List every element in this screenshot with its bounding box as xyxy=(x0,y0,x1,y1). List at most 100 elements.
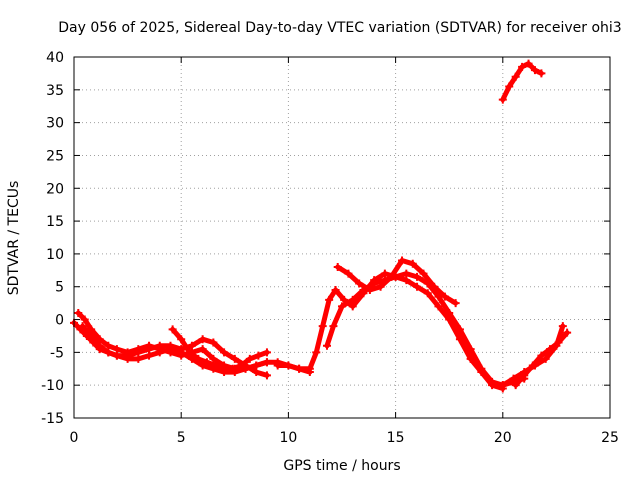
data-point xyxy=(563,328,572,337)
data-point xyxy=(398,256,407,265)
y-tick-label: -10 xyxy=(41,378,64,394)
x-axis-label: GPS time / hours xyxy=(283,458,400,474)
data-point xyxy=(211,361,220,370)
data-point xyxy=(434,302,443,311)
data-point xyxy=(355,279,364,288)
data-point xyxy=(402,269,411,278)
data-point xyxy=(284,361,293,370)
series-trace-5 xyxy=(273,269,507,393)
x-tick-labels: 0 5 10 15 20 25 xyxy=(70,430,619,446)
data-point xyxy=(331,286,340,295)
series-line xyxy=(324,271,527,388)
series-line xyxy=(275,271,506,391)
data-point xyxy=(338,302,346,311)
data-point xyxy=(518,62,527,71)
data-point xyxy=(295,364,304,373)
data-point xyxy=(134,354,143,363)
series-trace-6 xyxy=(322,269,529,390)
tick-marks xyxy=(73,56,611,419)
data-point xyxy=(325,295,334,304)
data-point xyxy=(87,331,96,340)
data-point xyxy=(445,308,454,317)
data-point xyxy=(209,338,218,347)
data-point xyxy=(312,348,321,357)
data-point xyxy=(505,82,514,91)
data-point xyxy=(74,308,83,317)
data-point xyxy=(78,322,87,331)
data-point xyxy=(329,322,338,331)
data-point xyxy=(545,345,554,354)
y-tick-label: -5 xyxy=(50,345,64,361)
data-point xyxy=(220,364,229,373)
y-tick-label: -15 xyxy=(41,411,64,427)
data-point xyxy=(530,66,539,75)
data-point xyxy=(498,95,507,104)
data-point xyxy=(177,348,186,357)
data-point xyxy=(541,354,550,363)
data-point xyxy=(520,371,529,380)
data-point xyxy=(254,351,263,360)
data-point xyxy=(305,364,314,373)
data-point xyxy=(537,351,546,360)
x-tick-label: 10 xyxy=(279,430,297,446)
x-tick-label: 5 xyxy=(177,430,186,446)
data-point xyxy=(112,351,121,360)
data-point xyxy=(155,348,164,357)
data-point xyxy=(134,345,143,354)
data-point xyxy=(262,371,271,380)
data-point xyxy=(185,348,194,357)
series-trace-4 xyxy=(168,325,271,373)
data-point xyxy=(440,292,449,301)
data-point xyxy=(318,322,327,331)
data-point xyxy=(241,364,250,373)
data-point xyxy=(123,354,132,363)
data-point xyxy=(488,377,497,386)
y-tick-label: 15 xyxy=(46,214,64,230)
data-layer xyxy=(70,59,572,393)
x-tick-label: 20 xyxy=(494,430,512,446)
data-point xyxy=(166,345,175,354)
data-point xyxy=(333,263,342,272)
data-point xyxy=(220,348,229,357)
data-point xyxy=(509,374,518,383)
data-point xyxy=(273,361,282,370)
data-point xyxy=(376,282,385,291)
data-point xyxy=(455,325,464,334)
data-point xyxy=(430,282,439,291)
y-tick-label: 5 xyxy=(55,280,64,296)
series-line xyxy=(500,323,566,388)
data-point xyxy=(237,361,246,370)
data-point xyxy=(558,322,567,331)
data-point xyxy=(451,299,460,308)
x-tick-label: 15 xyxy=(387,430,405,446)
data-point xyxy=(419,269,428,278)
data-point xyxy=(528,361,537,370)
data-point xyxy=(145,351,154,360)
data-point xyxy=(198,335,207,344)
data-point xyxy=(209,354,218,363)
data-point xyxy=(168,325,177,334)
series-line xyxy=(335,258,459,306)
data-point xyxy=(322,341,331,350)
data-point xyxy=(230,354,239,363)
x-tick-label: 0 xyxy=(70,430,79,446)
x-tick-label: 25 xyxy=(601,430,619,446)
data-point xyxy=(413,272,422,281)
data-point xyxy=(262,348,271,357)
data-point xyxy=(104,348,113,357)
data-point xyxy=(413,282,422,291)
data-point xyxy=(228,364,237,373)
y-tick-label: 35 xyxy=(46,83,64,99)
grid-lines xyxy=(74,57,610,418)
data-point xyxy=(177,335,186,344)
y-tick-label: 20 xyxy=(46,181,64,197)
data-point xyxy=(198,345,207,354)
data-point xyxy=(387,272,396,281)
series-trace-10 xyxy=(498,59,546,104)
data-point xyxy=(252,361,261,370)
data-point xyxy=(511,381,520,390)
data-point xyxy=(554,338,563,347)
y-tick-label: 25 xyxy=(46,148,64,164)
data-point xyxy=(145,341,154,350)
